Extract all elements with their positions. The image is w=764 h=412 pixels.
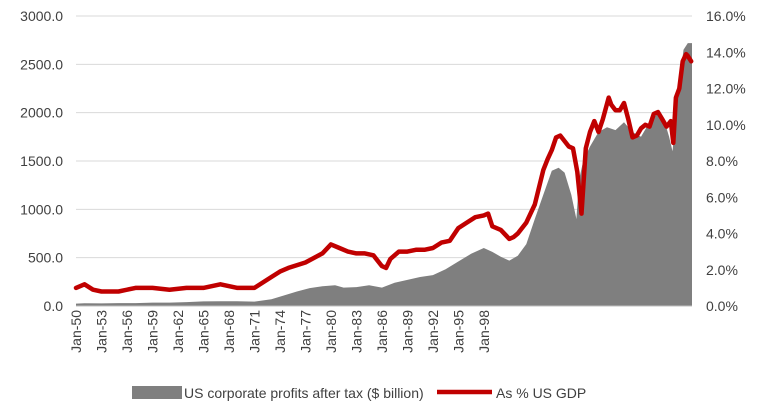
legend-swatch-profits bbox=[132, 386, 182, 399]
x-tick-label: Jan-80 bbox=[323, 310, 339, 353]
y-left-tick-label: 500.0 bbox=[28, 250, 63, 266]
legend: US corporate profits after tax ($ billio… bbox=[132, 385, 586, 401]
x-tick-label: Jan-56 bbox=[119, 310, 135, 353]
x-tick-label: Jan-77 bbox=[297, 310, 313, 353]
x-tick-label: Jan-98 bbox=[476, 310, 492, 353]
x-tick-label: Jan-74 bbox=[272, 310, 288, 353]
x-tick-label: Jan-50 bbox=[68, 310, 84, 353]
right-axis: 0.0% 2.0% 4.0% 6.0% 8.0% 10.0% 12.0% 14.0% 16.0% bbox=[706, 8, 746, 314]
y-left-tick-label: 3000.0 bbox=[20, 8, 63, 24]
y-left-tick-label: 2000.0 bbox=[20, 105, 63, 121]
x-axis: Jan-50 Jan-53 Jan-56 Jan-59 Jan-62 Jan-65 Jan-… bbox=[68, 305, 692, 353]
y-right-tick-label: 2.0% bbox=[706, 262, 738, 278]
y-right-tick-label: 14.0% bbox=[706, 44, 746, 60]
legend-label-profits: US corporate profits after tax ($ billio… bbox=[184, 385, 424, 401]
y-right-tick-label: 6.0% bbox=[706, 189, 738, 205]
x-tick-label: Jan-53 bbox=[93, 310, 109, 353]
x-tick-label: Jan-92 bbox=[425, 310, 441, 353]
x-tick-label: Jan-59 bbox=[144, 310, 160, 353]
gdp-share-line bbox=[73, 51, 694, 294]
left-axis: 0.0 500.0 1000.0 1500.0 2000.0 2500.0 3000.0 bbox=[20, 8, 63, 314]
y-left-tick-label: 2500.0 bbox=[20, 56, 63, 72]
y-left-tick-label: 0.0 bbox=[44, 298, 64, 314]
x-tick-label: Jan-83 bbox=[348, 310, 364, 353]
x-tick-label: Jan-89 bbox=[399, 310, 415, 353]
y-right-tick-label: 16.0% bbox=[706, 8, 746, 24]
y-right-tick-label: 0.0% bbox=[706, 298, 738, 314]
x-tick-label: Jan-86 bbox=[374, 310, 390, 353]
x-tick-label: Jan-95 bbox=[450, 310, 466, 353]
legend-label-gdp-share: As % US GDP bbox=[496, 385, 586, 401]
y-left-tick-label: 1000.0 bbox=[20, 201, 63, 217]
x-tick-label: Jan-71 bbox=[246, 310, 262, 353]
x-tick-label: Jan-65 bbox=[195, 310, 211, 353]
x-tick-label: Jan-68 bbox=[221, 310, 237, 353]
profits-area bbox=[76, 43, 692, 306]
y-right-tick-label: 8.0% bbox=[706, 153, 738, 169]
y-right-tick-label: 4.0% bbox=[706, 226, 738, 242]
gdp-share-line-layer bbox=[73, 51, 694, 294]
y-right-tick-label: 10.0% bbox=[706, 117, 746, 133]
y-right-tick-label: 12.0% bbox=[706, 81, 746, 97]
x-tick-label: Jan-62 bbox=[170, 310, 186, 353]
profits-area-layer bbox=[76, 43, 692, 306]
gridlines bbox=[76, 15, 692, 307]
y-left-tick-label: 1500.0 bbox=[20, 153, 63, 169]
